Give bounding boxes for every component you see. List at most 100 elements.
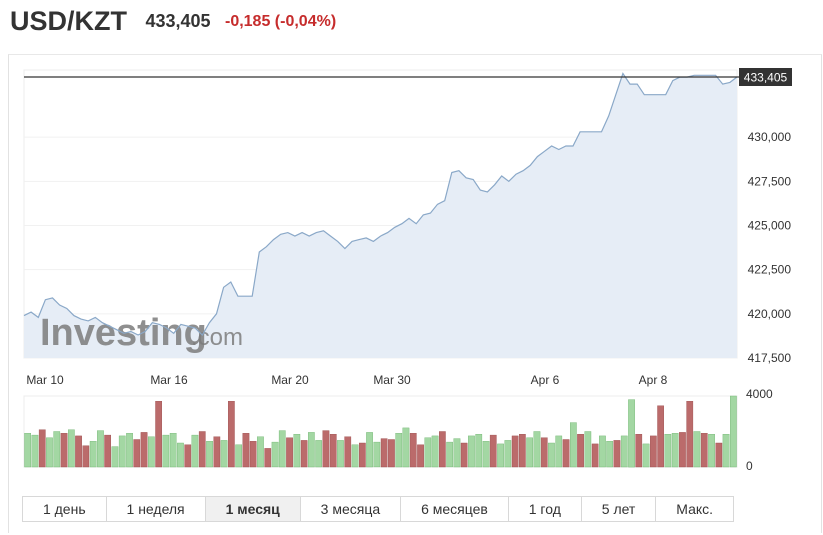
volume-bar — [38, 429, 46, 468]
volume-bar — [606, 441, 614, 468]
volume-bar — [380, 438, 388, 468]
volume-bar — [184, 444, 192, 468]
tab-timeframe[interactable]: Макс. — [676, 501, 714, 517]
volume-axis: 4000 0 — [746, 387, 773, 473]
price-tick-label: 425,000 — [748, 218, 792, 232]
volume-bar — [155, 401, 163, 468]
volume-bar — [278, 430, 286, 468]
volume-bar — [700, 433, 708, 468]
price-badge: 433,405 — [739, 68, 792, 86]
volume-bar — [409, 433, 417, 468]
date-tick-label: Mar 16 — [150, 373, 188, 387]
volume-bar — [293, 434, 301, 468]
instrument-symbol: USD/KZT — [10, 6, 127, 36]
volume-bar — [388, 439, 395, 468]
volume-bar — [671, 433, 679, 468]
volume-bar — [89, 441, 97, 468]
volume-bar — [60, 433, 68, 468]
price-tick-label: 422,500 — [748, 263, 792, 277]
date-tick-label: Mar 10 — [26, 373, 64, 387]
volume-bars — [23, 395, 738, 468]
price-chart[interactable]: Investing .com 417,500420,000422,500425,… — [0, 0, 823, 490]
volume-bar — [300, 440, 308, 468]
date-tick-label: Mar 20 — [271, 373, 309, 387]
volume-bar — [453, 438, 461, 468]
volume-bar — [402, 427, 410, 468]
volume-tick-label: 4000 — [746, 387, 773, 401]
tab-timeframe[interactable]: 1 месяц — [205, 497, 301, 521]
tab-timeframe[interactable]: 1 год — [509, 497, 582, 521]
volume-bar — [489, 434, 497, 468]
volume-bar — [657, 405, 665, 468]
volume-bar — [322, 430, 330, 468]
volume-bar — [642, 443, 650, 468]
price-area — [24, 73, 737, 358]
volume-bar — [708, 434, 715, 468]
volume-bar — [613, 440, 621, 468]
volume-bar — [308, 432, 315, 468]
volume-bar — [53, 431, 61, 468]
price-tick-label: 430,000 — [748, 130, 792, 144]
price-tick-label: 417,500 — [748, 351, 792, 365]
volume-bar — [329, 434, 337, 468]
volume-bar — [351, 444, 359, 468]
volume-bar — [257, 436, 264, 468]
tab-timeframe[interactable]: 1 неделя — [107, 497, 206, 521]
volume-bar — [570, 422, 577, 468]
date-axis: Mar 10 Mar 16 Mar 20 Mar 30 Apr 6 Apr 8 — [26, 373, 667, 387]
logo-suffix: .com — [191, 324, 243, 351]
volume-bar — [169, 433, 177, 468]
volume-bar — [475, 434, 483, 468]
volume-bar — [686, 401, 694, 468]
volume-bar — [548, 442, 555, 468]
tab-timeframe[interactable]: 1 день — [23, 497, 107, 521]
volume-bar — [31, 434, 39, 468]
volume-bar — [562, 439, 570, 468]
volume-bar — [497, 443, 504, 468]
price-series-line — [23, 72, 738, 336]
volume-bar — [468, 435, 475, 468]
volume-bar — [75, 435, 82, 468]
volume-bar — [104, 434, 112, 468]
volume-bar — [591, 443, 599, 468]
volume-bar — [620, 435, 628, 468]
volume-bar — [599, 435, 606, 468]
volume-bar — [540, 437, 548, 468]
volume-bar — [264, 448, 272, 468]
volume-bar — [730, 395, 737, 468]
volume-bar — [286, 437, 293, 468]
quote-header: USD/KZT 433,405 -0,185 (-0,04%) — [10, 6, 336, 46]
volume-bar — [249, 441, 257, 468]
volume-bar — [271, 441, 279, 468]
volume-bar — [24, 433, 32, 468]
volume-bar — [395, 433, 403, 468]
volume-bar — [555, 435, 563, 468]
volume-bar — [111, 446, 119, 468]
volume-bar — [97, 430, 104, 468]
volume-bar — [67, 429, 75, 468]
volume-bar — [460, 442, 468, 468]
volume-bar — [424, 437, 432, 468]
volume-bar — [206, 441, 213, 468]
last-price: 433,405 — [145, 11, 211, 31]
volume-bar — [359, 442, 366, 468]
volume-bar — [177, 442, 184, 468]
tab-timeframe[interactable]: 3 месяца — [301, 497, 402, 521]
volume-bar — [344, 436, 352, 468]
volume-bar — [664, 434, 672, 468]
price-badge-label: 433,405 — [744, 71, 788, 85]
volume-bar — [431, 435, 439, 468]
tab-timeframe[interactable]: 5 лет — [582, 497, 657, 521]
volume-bar — [133, 439, 141, 468]
volume-bar — [366, 432, 373, 468]
volume-bar — [482, 441, 490, 468]
volume-bar — [533, 431, 541, 468]
volume-bar — [191, 434, 199, 468]
volume-bar — [373, 441, 381, 468]
volume-bar — [584, 431, 592, 468]
volume-bar — [147, 436, 155, 468]
price-area-fill — [24, 73, 737, 358]
tab-timeframe[interactable]: 6 месяцев — [401, 497, 509, 521]
timeframe-tabs: 1 день 1 неделя 1 месяц 3 месяца 6 месяцев 1 … — [22, 496, 734, 522]
date-tick-label: Mar 30 — [373, 373, 411, 387]
